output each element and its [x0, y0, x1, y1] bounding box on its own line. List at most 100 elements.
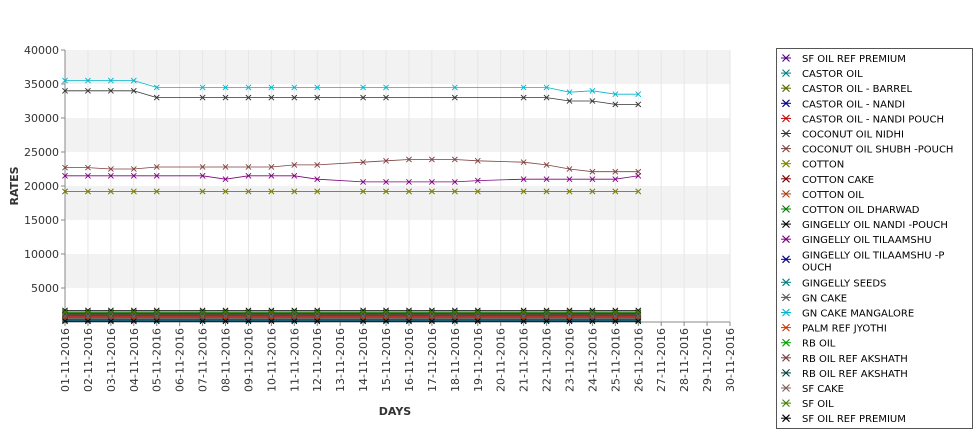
legend-item: SF OIL — [781, 399, 834, 410]
legend-item: CASTOR OIL - NANDI — [781, 99, 905, 110]
data-point-marker — [222, 176, 229, 183]
data-point-marker — [199, 172, 206, 179]
data-point-marker — [635, 308, 642, 315]
series-16 — [62, 77, 642, 98]
data-point-marker — [107, 77, 114, 84]
data-point-marker — [153, 188, 160, 195]
legend-marker — [782, 399, 790, 407]
data-point-marker — [635, 91, 642, 98]
data-point-marker — [566, 89, 573, 96]
data-point-marker — [222, 188, 229, 195]
data-point-marker — [107, 172, 114, 179]
data-point-marker — [520, 188, 527, 195]
data-point-marker — [107, 308, 114, 315]
legend-label: GN CAKE — [802, 293, 847, 304]
x-axis-title: DAYS — [379, 405, 412, 418]
data-point-marker — [520, 84, 527, 91]
data-point-marker — [107, 188, 114, 195]
data-point-marker — [612, 188, 619, 195]
x-tick-label: 09-11-2016 — [242, 328, 255, 392]
data-point-marker — [543, 162, 550, 168]
data-point-marker — [451, 179, 458, 185]
series-layer — [62, 77, 642, 325]
data-point-marker — [428, 318, 435, 325]
legend-item: CASTOR OIL — [781, 69, 863, 80]
legend: SF OIL REF PREMIUM CASTOR OIL CASTOR OIL -… — [776, 48, 973, 429]
data-point-marker — [520, 159, 527, 166]
legend-marker — [782, 159, 790, 168]
legend-marker — [782, 84, 790, 93]
y-tick-label: 15000 — [24, 214, 59, 227]
series-12 — [62, 172, 642, 185]
legend-marker — [782, 338, 790, 347]
legend-label: SF OIL REF PREMIUM — [802, 54, 906, 65]
legend-item: CASTOR OIL - NANDI POUCH — [781, 114, 944, 125]
data-point-marker — [383, 308, 389, 315]
grid-band — [65, 50, 730, 84]
grid-band — [65, 152, 730, 186]
legend-label: CASTOR OIL - NANDI POUCH — [802, 114, 944, 125]
data-point-marker — [589, 98, 596, 104]
data-point-marker — [635, 318, 642, 325]
data-point-marker — [62, 164, 68, 171]
data-point-marker — [107, 87, 114, 94]
legend-label: RB OIL — [802, 339, 836, 350]
legend-label: COTTON OIL DHARWAD — [802, 205, 920, 216]
data-point-marker — [474, 318, 481, 325]
data-point-marker — [451, 308, 458, 315]
legend-marker — [782, 369, 790, 377]
data-point-marker — [612, 168, 619, 175]
data-point-marker — [62, 172, 68, 179]
legend-marker — [782, 144, 790, 153]
data-point-marker — [245, 84, 252, 91]
data-point-marker — [589, 168, 596, 175]
data-point-marker — [383, 179, 389, 185]
data-point-marker — [153, 94, 160, 101]
data-point-marker — [62, 318, 68, 325]
x-tick-label: 19-11-2016 — [472, 328, 485, 392]
data-point-marker — [222, 308, 229, 315]
y-tick-label: 35000 — [24, 78, 59, 91]
legend-item: COTTON OIL DHARWAD — [781, 205, 920, 216]
x-tick-label: 18-11-2016 — [449, 328, 462, 392]
data-point-marker — [268, 308, 275, 315]
data-point-marker — [130, 318, 137, 325]
x-tick-label: 02-11-2016 — [82, 328, 95, 392]
data-point-marker — [85, 318, 91, 325]
legend-item: SF OIL REF PREMIUM — [781, 414, 906, 425]
data-point-marker — [520, 308, 527, 315]
data-point-marker — [199, 84, 206, 91]
x-tick-label: 24-11-2016 — [586, 328, 599, 392]
legend-marker — [782, 174, 790, 183]
data-point-marker — [291, 318, 298, 325]
legend-marker — [782, 114, 790, 123]
data-point-marker — [85, 87, 91, 94]
data-point-marker — [406, 308, 412, 315]
x-tick-label: 14-11-2016 — [357, 328, 370, 392]
legend-item: COTTON OIL — [781, 190, 864, 201]
legend-label: COTTON OIL — [802, 190, 864, 201]
x-tick-label: 05-11-2016 — [151, 328, 164, 392]
data-point-marker — [268, 164, 275, 170]
data-point-marker — [451, 94, 458, 101]
data-point-marker — [543, 94, 550, 101]
data-point-marker — [130, 166, 137, 172]
data-point-marker — [62, 77, 68, 84]
series-line — [65, 80, 639, 95]
x-tick-label: 01-11-2016 — [59, 328, 72, 392]
data-point-marker — [360, 179, 367, 185]
x-tick-label: 28-11-2016 — [678, 328, 691, 392]
legend-item: GINGELLY OIL TILAAMSHU — [781, 235, 932, 246]
data-point-marker — [520, 176, 527, 183]
data-point-marker — [130, 77, 137, 84]
legend-marker — [782, 293, 790, 302]
data-point-marker — [428, 156, 435, 163]
data-point-marker — [360, 94, 367, 101]
legend-label: RB OIL REF AKSHATH — [802, 354, 908, 365]
data-point-marker — [268, 188, 275, 195]
x-tick-label: 26-11-2016 — [632, 328, 645, 392]
data-point-marker — [199, 188, 206, 195]
data-point-marker — [153, 318, 160, 325]
legend-label: CASTOR OIL — [802, 69, 863, 80]
